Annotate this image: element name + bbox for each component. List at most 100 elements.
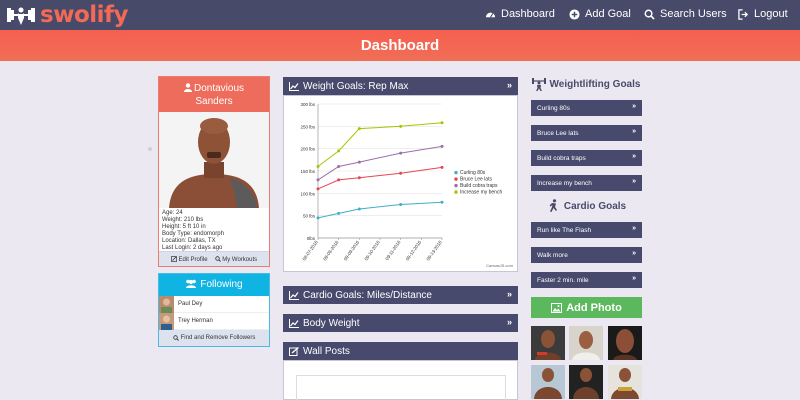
find-remove-followers-button[interactable]: Find and Remove Followers (159, 330, 269, 346)
my-workouts-label: My Workouts (222, 256, 258, 263)
profile-card: Dontavious Sanders Age: 24 Weight: 210 l… (158, 76, 270, 267)
photo-thumbnail[interactable] (531, 365, 565, 399)
cardio-goal-walk-more[interactable]: Walk more » (531, 247, 642, 263)
photo-thumbnail[interactable] (569, 365, 603, 399)
data-point (357, 127, 361, 131)
weight-goals-header[interactable]: Weight Goals: Rep Max » (283, 77, 518, 95)
cardio-goals-title: Cardio Goals: Miles/Distance (303, 289, 432, 301)
x-tick-label: 09-11-2016 (384, 239, 401, 261)
edit-icon (171, 255, 177, 262)
data-point (316, 216, 320, 220)
data-point (399, 151, 403, 155)
y-tick-label: 300 lbs (300, 102, 315, 107)
data-point (399, 171, 403, 175)
chevron-right-icon: » (506, 80, 512, 90)
chevron-right-icon: » (632, 153, 636, 160)
weightlifting-goal-build-cobra-traps[interactable]: Build cobra traps » (531, 150, 642, 166)
following-header: Following (159, 274, 269, 296)
image-icon (551, 302, 563, 313)
page-banner: Dashboard (0, 30, 800, 61)
nav-add-goal[interactable]: Add Goal (569, 8, 631, 20)
search-icon (172, 335, 179, 341)
add-photo-button[interactable]: Add Photo (531, 297, 642, 318)
chevron-right-icon: » (506, 317, 512, 327)
cardio-goal-run-like-the-flash[interactable]: Run like The Flash » (531, 222, 642, 238)
chevron-right-icon: » (632, 128, 636, 135)
y-tick-label: 50 lbs (303, 214, 316, 219)
weightlifting-goals-title: Weightlifting Goals (549, 78, 641, 90)
photo-thumbnail[interactable] (608, 365, 642, 399)
follower-avatar (159, 295, 174, 313)
legend-label: Bruce Lee lats (460, 177, 492, 183)
data-point (440, 121, 444, 125)
legend-label: Curling 80s (460, 170, 486, 176)
series-line (317, 166, 443, 190)
my-workouts-button[interactable]: My Workouts (214, 255, 258, 263)
plus-circle-icon (569, 8, 580, 20)
nav-search-users-label: Search Users (660, 8, 727, 20)
profile-first-name: Dontavious (193, 83, 245, 94)
photo-thumbnail[interactable] (531, 326, 565, 360)
cardio-goals-title: Cardio Goals (563, 200, 627, 212)
wall-posts-header: Wall Posts (283, 342, 518, 360)
chevron-right-icon: » (632, 178, 636, 185)
line-chart-icon (289, 318, 299, 328)
nav-logout[interactable]: Logout (738, 8, 788, 20)
brand-name: swolify (40, 2, 129, 28)
profile-header: Dontavious Sanders (159, 77, 269, 112)
data-point (337, 178, 341, 182)
x-tick-label: 09-13-2016 (426, 239, 444, 261)
runner-icon (549, 199, 557, 212)
goal-label: Faster 2 min. mile (537, 276, 589, 284)
wall-post-input[interactable] (296, 375, 506, 400)
follow-item-paul-dey[interactable]: Paul Dey (159, 295, 269, 313)
carousel-dot (148, 147, 152, 151)
data-point (337, 149, 341, 153)
series-line (317, 122, 443, 167)
x-tick-label: 09-12-2016 (405, 239, 423, 261)
chevron-right-icon: » (632, 103, 636, 110)
data-point (357, 160, 361, 164)
cardio-goal-faster-2-min-mile[interactable]: Faster 2 min. mile » (531, 272, 642, 288)
profile-height: Height: 5 ft 10 in (162, 224, 206, 230)
search-icon (644, 9, 655, 20)
data-point (357, 207, 361, 211)
profile-location: Location: Dallas, TX (162, 238, 216, 244)
brand-logo[interactable]: swolify (6, 2, 129, 28)
cardio-goals-header[interactable]: Cardio Goals: Miles/Distance » (283, 286, 518, 304)
y-tick-label: 100 lbs (300, 191, 315, 196)
weightlifting-goal-bruce-lee-lats[interactable]: Bruce Lee lats » (531, 125, 642, 141)
chevron-right-icon: » (506, 289, 512, 299)
nav-logout-label: Logout (754, 8, 788, 20)
y-tick-label: 0lbs (307, 236, 316, 241)
x-tick-label: 09-10-2016 (364, 239, 382, 261)
edit-profile-button[interactable]: Edit Profile (171, 255, 208, 263)
weightlifting-goal-increase-my-bench[interactable]: Increase my bench » (531, 175, 642, 191)
photo-thumbnail[interactable] (608, 326, 642, 360)
goal-label: Curling 80s (537, 104, 570, 112)
nav-search-users[interactable]: Search Users (644, 8, 727, 20)
chevron-right-icon: » (632, 275, 636, 282)
cardio-goals-heading: Cardio Goals (531, 199, 641, 213)
line-chart-icon (289, 290, 299, 300)
data-point (316, 165, 320, 169)
goal-label: Walk more (537, 251, 568, 259)
goal-label: Bruce Lee lats (537, 129, 579, 137)
nav-dashboard[interactable]: Dashboard (485, 8, 555, 20)
photo-thumbnail[interactable] (569, 326, 603, 360)
weightlifter-icon (531, 78, 546, 91)
chart-credit: CanvasJS.com (486, 263, 514, 268)
profile-photo (159, 112, 269, 208)
weightlifting-goals-heading: Weightlifting Goals (531, 77, 641, 91)
follow-item-trey-herman[interactable]: Trey Herman (159, 312, 269, 330)
profile-body-type: Body Type: endomorph (162, 231, 224, 237)
weightlifting-goal-curling-80s[interactable]: Curling 80s » (531, 100, 642, 116)
logout-icon (738, 8, 749, 20)
series-line (317, 145, 443, 181)
y-tick-label: 150 lbs (300, 169, 315, 174)
profile-actions: Edit Profile My Workouts (159, 251, 269, 266)
follower-avatar (159, 312, 174, 330)
legend-label: Build cobra traps (460, 183, 498, 189)
goal-label: Increase my bench (537, 179, 592, 187)
body-weight-header[interactable]: Body Weight » (283, 314, 518, 332)
